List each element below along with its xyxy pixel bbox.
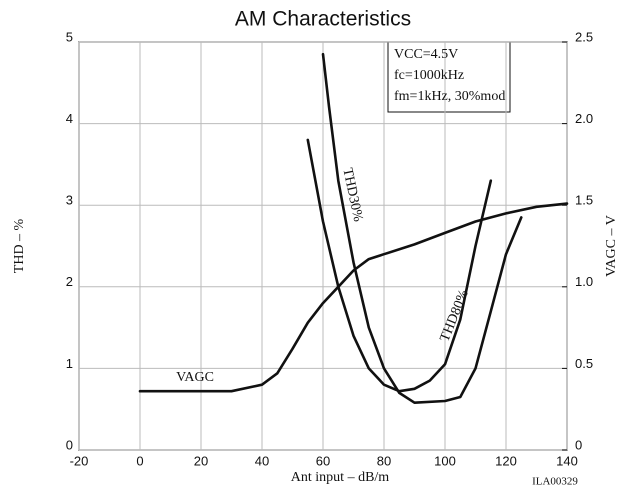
chart-title: AM Characteristics (235, 8, 411, 31)
y-tick-label: 4 (66, 111, 73, 126)
x-tick-label: 120 (495, 453, 517, 468)
series-line (306, 138, 493, 393)
series-label: VAGC (176, 370, 214, 385)
y2-tick-label: 2.0 (575, 111, 593, 126)
y2-tick-label: 2.5 (575, 29, 593, 44)
x-tick-label: 80 (377, 453, 391, 468)
series-label: THD30% (339, 167, 365, 224)
y-axis-label: THD – % (12, 218, 27, 273)
series-line (321, 52, 523, 404)
x-tick-label: 100 (434, 453, 456, 468)
y2-tick-label: 1.0 (575, 274, 593, 289)
y2-axis-label: VAGC – V (604, 215, 619, 277)
x-tick-label: 140 (556, 453, 578, 468)
x-tick-label: 20 (194, 453, 208, 468)
x-tick-label: 60 (316, 453, 330, 468)
y-tick-label: 3 (66, 193, 73, 208)
annotation: VCC=4.5V (394, 47, 458, 62)
annotation: fc=1000kHz (394, 68, 464, 83)
annotation-box (387, 42, 511, 113)
y2-tick-label: 1.5 (575, 193, 593, 208)
y-tick-label: 5 (66, 29, 73, 44)
x-tick-label: -20 (70, 453, 89, 468)
y2-tick-label: 0 (575, 437, 582, 452)
x-tick-label: 0 (136, 453, 143, 468)
y-tick-label: 2 (66, 274, 73, 289)
x-axis-label: Ant input – dB/m (291, 470, 390, 485)
y2-tick-label: 0.5 (575, 356, 593, 371)
y-tick-label: 0 (66, 437, 73, 452)
series-label: THD80% (438, 288, 472, 344)
x-tick-label: 40 (255, 453, 269, 468)
figure-code: ILA00329 (532, 476, 578, 488)
annotation: fm=1kHz, 30%mod (394, 89, 505, 104)
series-line (138, 202, 569, 393)
y-tick-label: 1 (66, 356, 73, 371)
